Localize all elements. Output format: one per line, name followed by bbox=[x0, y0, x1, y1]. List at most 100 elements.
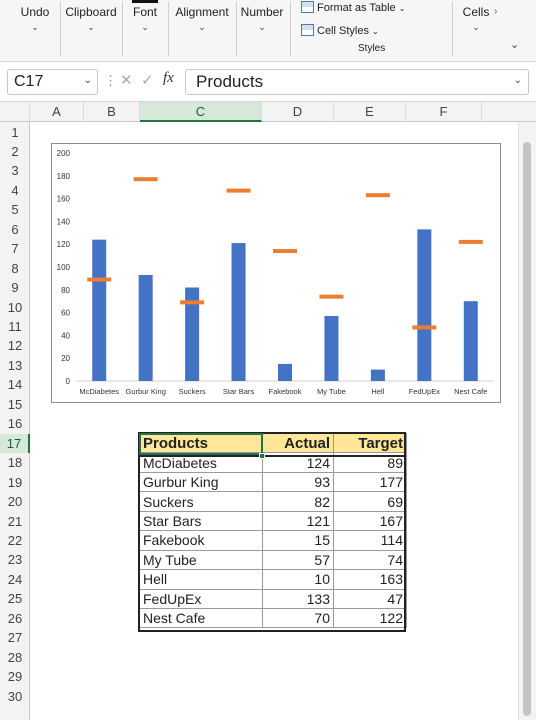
bar-actual[interactable] bbox=[417, 229, 432, 381]
row-header-9[interactable]: 9 bbox=[11, 280, 19, 296]
column-header-e[interactable]: E bbox=[334, 102, 406, 122]
target-marker[interactable] bbox=[226, 188, 251, 193]
cell-actual[interactable]: 57 bbox=[262, 549, 334, 571]
cell-target[interactable]: 177 bbox=[333, 471, 407, 493]
row-header-29[interactable]: 29 bbox=[7, 669, 23, 685]
cell-product[interactable]: Nest Cafe bbox=[139, 607, 263, 629]
font-group[interactable]: Font ⌄ bbox=[122, 0, 168, 60]
column-header-a[interactable]: A bbox=[30, 102, 84, 122]
column-header-c[interactable]: C bbox=[140, 102, 262, 122]
row-header-5[interactable]: 5 bbox=[11, 202, 19, 218]
scrollbar-thumb[interactable] bbox=[523, 142, 531, 716]
row-header-30[interactable]: 30 bbox=[7, 688, 23, 704]
vertical-scrollbar[interactable] bbox=[518, 122, 536, 720]
collapse-ribbon-icon[interactable]: ⌄ bbox=[510, 39, 520, 51]
row-header-18[interactable]: 18 bbox=[7, 455, 23, 471]
cell-product[interactable]: FedUpEx bbox=[139, 588, 263, 609]
cell-target[interactable]: 167 bbox=[333, 510, 407, 532]
header-actual[interactable]: Actual bbox=[262, 432, 334, 454]
chart[interactable]: 0 20 40 60 80 100 120 140 160 180 200 McDiabetes Gur… bbox=[51, 143, 501, 403]
row-header-25[interactable]: 25 bbox=[7, 591, 23, 607]
row-header-22[interactable]: 22 bbox=[7, 532, 23, 548]
bar-actual[interactable] bbox=[463, 301, 478, 381]
cell-actual[interactable]: 93 bbox=[262, 471, 334, 493]
cell-actual[interactable]: 70 bbox=[262, 607, 334, 629]
cell-target[interactable]: 47 bbox=[333, 588, 407, 609]
header-products[interactable]: Products bbox=[139, 432, 263, 454]
cell-product[interactable]: Hell bbox=[139, 569, 263, 590]
cell-target[interactable]: 69 bbox=[333, 491, 407, 512]
cell-target[interactable]: 74 bbox=[333, 549, 407, 571]
bar-actual[interactable] bbox=[138, 274, 153, 381]
row-header-27[interactable]: 27 bbox=[7, 630, 23, 646]
checkmark-icon[interactable]: ✓ bbox=[141, 72, 154, 89]
row-header-4[interactable]: 4 bbox=[11, 182, 19, 198]
row-header-8[interactable]: 8 bbox=[11, 260, 19, 276]
cell-actual[interactable]: 10 bbox=[262, 569, 334, 590]
cell-styles-button[interactable]: Cell Styles ⌄ bbox=[301, 24, 379, 37]
target-marker[interactable] bbox=[87, 277, 112, 282]
column-header-b[interactable]: B bbox=[84, 102, 140, 122]
row-header-21[interactable]: 21 bbox=[7, 513, 23, 529]
chevron-down-icon[interactable]: ⌄ bbox=[513, 75, 522, 86]
select-all-corner[interactable] bbox=[0, 102, 30, 122]
row-header-20[interactable]: 20 bbox=[7, 494, 23, 510]
cells-group[interactable]: Cells ⌄ bbox=[456, 0, 496, 60]
row-header-12[interactable]: 12 bbox=[7, 338, 23, 354]
header-target[interactable]: Target bbox=[333, 432, 407, 454]
row-header-1[interactable]: 1 bbox=[11, 124, 19, 140]
bar-actual[interactable] bbox=[278, 363, 292, 381]
row-header-3[interactable]: 3 bbox=[11, 163, 19, 179]
cell-product[interactable]: Fakebook bbox=[139, 530, 263, 551]
row-header-14[interactable]: 14 bbox=[7, 377, 23, 393]
cell-product[interactable]: Suckers bbox=[139, 491, 263, 512]
bar-actual[interactable] bbox=[92, 239, 107, 381]
row-header-24[interactable]: 24 bbox=[7, 571, 23, 587]
cancel-icon[interactable]: ✕ bbox=[120, 72, 133, 89]
row-header-6[interactable]: 6 bbox=[11, 221, 19, 237]
cell-actual[interactable]: 15 bbox=[262, 530, 334, 551]
cell-actual[interactable]: 133 bbox=[262, 588, 334, 609]
column-header-d[interactable]: D bbox=[262, 102, 334, 122]
cell-product[interactable]: My Tube bbox=[139, 549, 263, 571]
bar-actual[interactable] bbox=[370, 369, 385, 381]
row-header-10[interactable]: 10 bbox=[7, 299, 23, 315]
bar-actual[interactable] bbox=[231, 243, 246, 381]
cell-actual[interactable]: 82 bbox=[262, 491, 334, 512]
alignment-group[interactable]: Alignment ⌄ bbox=[168, 0, 236, 60]
row-header-28[interactable]: 28 bbox=[7, 649, 23, 665]
cell-product[interactable]: Star Bars bbox=[139, 510, 263, 532]
bar-actual[interactable] bbox=[185, 287, 200, 381]
name-box[interactable]: C17 ⌄ bbox=[7, 69, 98, 95]
format-as-table-button[interactable]: Format as Table ⌄ bbox=[301, 1, 405, 14]
cell-target[interactable]: 163 bbox=[333, 569, 407, 590]
row-header-2[interactable]: 2 bbox=[11, 143, 19, 159]
target-marker[interactable] bbox=[365, 193, 390, 198]
row-header-11[interactable]: 11 bbox=[8, 319, 22, 334]
cell-actual[interactable]: 121 bbox=[262, 510, 334, 532]
fx-icon[interactable]: fx bbox=[163, 70, 174, 86]
target-marker[interactable] bbox=[319, 294, 344, 299]
row-header-19[interactable]: 19 bbox=[7, 474, 23, 490]
row-header-7[interactable]: 7 bbox=[11, 241, 19, 257]
clipboard-group[interactable]: Clipboard ⌄ bbox=[60, 0, 122, 60]
target-marker[interactable] bbox=[273, 249, 297, 254]
chevron-down-icon[interactable]: ⌄ bbox=[83, 75, 92, 86]
row-header-16[interactable]: 16 bbox=[7, 416, 23, 432]
cell-target[interactable]: 122 bbox=[333, 607, 407, 629]
chevron-right-icon[interactable]: › bbox=[494, 6, 498, 17]
target-marker[interactable] bbox=[133, 177, 158, 182]
row-header-13[interactable]: 13 bbox=[7, 357, 23, 373]
more-options-icon[interactable]: ⋮ bbox=[104, 73, 117, 88]
row-header-15[interactable]: 15 bbox=[7, 396, 23, 412]
row-header-23[interactable]: 23 bbox=[7, 552, 23, 568]
target-marker[interactable] bbox=[458, 239, 483, 244]
bar-actual[interactable] bbox=[324, 316, 339, 381]
formula-input[interactable]: Products ⌄ bbox=[185, 69, 529, 95]
number-group[interactable]: Number ⌄ bbox=[236, 0, 288, 60]
row-header-26[interactable]: 26 bbox=[7, 610, 23, 626]
cell-product[interactable]: Gurbur King bbox=[139, 471, 263, 493]
fill-handle[interactable] bbox=[259, 453, 265, 459]
target-marker[interactable] bbox=[180, 300, 205, 305]
row-header-17[interactable]: 17 bbox=[0, 433, 30, 454]
